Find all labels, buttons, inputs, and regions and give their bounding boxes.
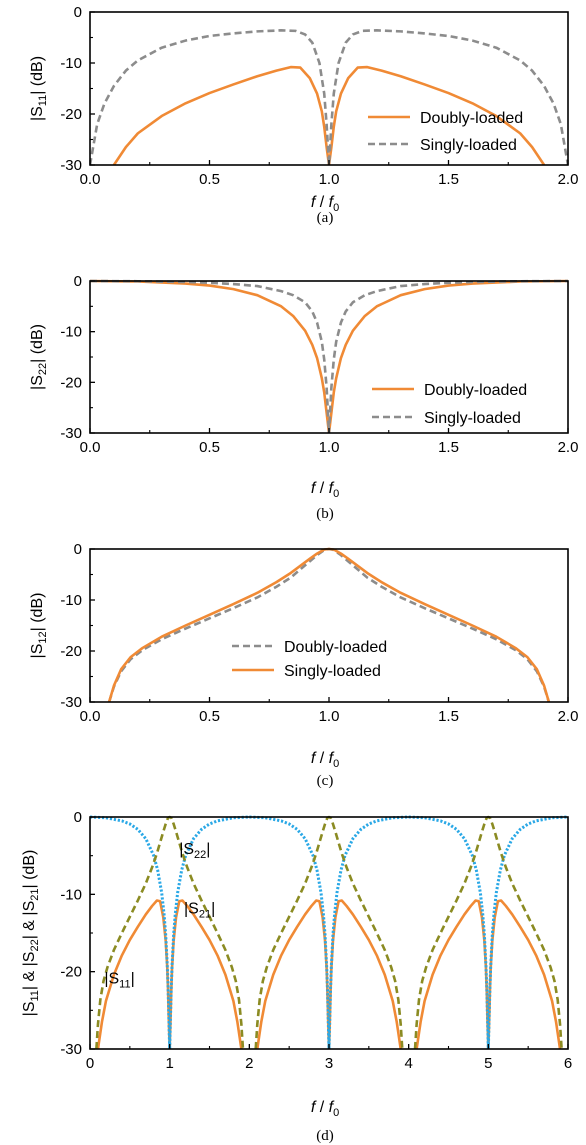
y-axis-label: |S12| (dB) [29, 593, 49, 659]
legend: Doubly-loaded Singly-loaded [368, 110, 523, 154]
y-tick-label: 0 [74, 809, 82, 826]
x-tick-label: 0.0 [80, 171, 101, 188]
y-tick-label: -30 [60, 425, 82, 442]
y-tick-label: 0 [74, 4, 82, 21]
y-tick-label: -20 [60, 643, 82, 660]
x-tick-label: 0.0 [80, 439, 101, 456]
x-tick-label: 2.0 [558, 439, 579, 456]
x-axis-label: f / f0 [311, 194, 339, 214]
chart-panel-a: 0.0 0.5 1.0 1.5 2.0 0 -10 -20 -30 f / f0 |S11| (dB… [29, 4, 578, 226]
y-tick-label: -10 [60, 592, 82, 609]
series-line-0 [112, 65, 546, 165]
x-axis-label: f / f0 [311, 1099, 339, 1119]
x-tick-label: 0.5 [199, 708, 220, 725]
x-tick-label: 6 [564, 1055, 572, 1072]
x-tick-label: 2.0 [558, 171, 579, 188]
x-tick-label: 0 [86, 1055, 94, 1072]
x-tick-label: 1.5 [438, 439, 459, 456]
panel-caption: (a) [317, 210, 334, 226]
x-tick-label: 1.5 [438, 171, 459, 188]
series-line-1-1 [249, 815, 409, 1049]
y-axis-label: |S11| (dB) [29, 56, 49, 121]
x-tick-label: 1.0 [319, 171, 340, 188]
legend-label: Singly-loaded [420, 137, 517, 154]
y-tick-label: -30 [60, 157, 82, 174]
x-tick-label: 5 [484, 1055, 492, 1072]
y-tick-label: -10 [60, 886, 82, 903]
y-tick-label: -30 [60, 1041, 82, 1058]
x-axis-label: f / f0 [311, 480, 339, 500]
y-tick-label: 0 [74, 541, 82, 558]
series-group [90, 279, 568, 433]
x-tick-label: 1.0 [319, 439, 340, 456]
annotation-label: |S22| [179, 841, 210, 861]
series-line-1 [90, 29, 568, 165]
chart-panel-b: 0.0 0.5 1.0 1.5 2.0 0 -10 -20 -30 f / f0 |S22| (dB… [29, 273, 578, 522]
x-tick-label: 1.0 [319, 708, 340, 725]
legend: Doubly-loaded Singly-loaded [372, 382, 527, 427]
x-tick-label: 2 [245, 1055, 253, 1072]
series-group [90, 29, 568, 165]
y-tick-label: -10 [60, 324, 82, 341]
legend-label: Doubly-loaded [420, 110, 523, 127]
x-tick-label: 1 [165, 1055, 173, 1072]
x-tick-label: 3 [325, 1055, 333, 1072]
x-tick-label: 0.5 [199, 171, 220, 188]
y-axis-label: |S22| (dB) [29, 324, 49, 390]
y-tick-label: 0 [74, 273, 82, 290]
panel-caption: (c) [317, 773, 334, 789]
legend-label: Doubly-loaded [424, 382, 527, 399]
legend-label: Singly-loaded [424, 410, 521, 427]
legend: Doubly-loaded Singly-loaded [232, 639, 387, 680]
series-line-0-1 [256, 899, 402, 1049]
series-line-0-2 [415, 899, 562, 1049]
x-axis-label: f / f0 [311, 750, 339, 770]
x-tick-label: 0.0 [80, 708, 101, 725]
y-tick-label: -10 [60, 55, 82, 72]
panel-caption: (b) [316, 506, 334, 522]
legend-label: Singly-loaded [284, 663, 381, 680]
series-group [90, 815, 568, 1049]
x-tick-label: 0.5 [199, 439, 220, 456]
legend-label: Doubly-loaded [284, 639, 387, 656]
series-line-0-0 [96, 899, 243, 1049]
chart-panel-c: 0.0 0.5 1.0 1.5 2.0 0 -10 -20 -30 f / f0 |S12| (dB… [29, 541, 578, 789]
y-axis-label: |S11| & |S22| & |S21| (dB) [21, 850, 41, 1017]
x-tick-label: 2.0 [558, 708, 579, 725]
series-line-1-0 [90, 815, 250, 1049]
x-tick-label: 1.5 [438, 708, 459, 725]
chart-panel-d: 0 1 2 3 4 5 6 0 -10 -20 -30 f / f0 |S11| & |S22| & |… [21, 809, 572, 1144]
x-tick-label: 4 [404, 1055, 412, 1072]
series-line-1-2 [408, 815, 568, 1049]
y-tick-label: -20 [60, 106, 82, 123]
series-line-0 [90, 279, 568, 433]
annotation-label: |S21| [184, 901, 215, 921]
y-tick-label: -20 [60, 964, 82, 981]
y-tick-label: -20 [60, 374, 82, 391]
annotation-label: |S11| [104, 970, 134, 990]
y-tick-label: -30 [60, 694, 82, 711]
panel-caption: (d) [316, 1128, 334, 1144]
series-line-1 [90, 279, 568, 433]
